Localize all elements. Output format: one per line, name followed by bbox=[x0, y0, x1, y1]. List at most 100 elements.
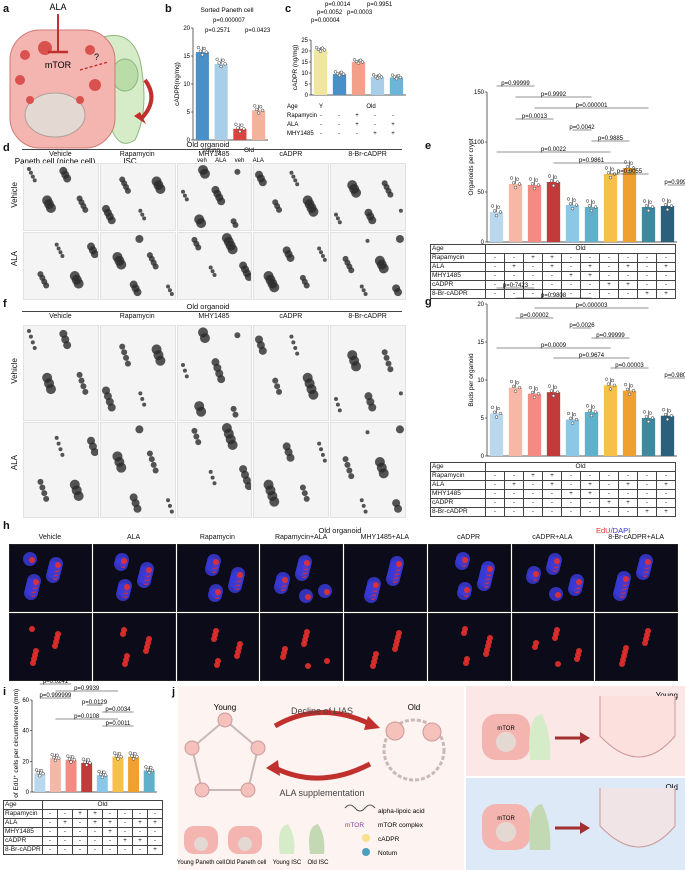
micrograph bbox=[23, 163, 99, 231]
data-point bbox=[593, 205, 598, 209]
organoid-blob bbox=[276, 206, 283, 213]
data-point bbox=[532, 395, 537, 399]
p-value: p=0.00004 bbox=[311, 18, 340, 24]
table-row-header: MHY1485 bbox=[430, 489, 486, 499]
column-title: cADPR bbox=[279, 313, 303, 320]
data-point bbox=[589, 208, 594, 213]
micrograph bbox=[23, 422, 99, 518]
table-row-header: Rapamycin bbox=[430, 471, 486, 481]
column-title: MHY1485 bbox=[198, 313, 230, 320]
organoid-blob bbox=[308, 206, 319, 217]
data-point bbox=[66, 754, 70, 758]
condition-value: - bbox=[374, 113, 376, 119]
y-tick-label: 5 bbox=[305, 82, 309, 88]
p-value: p=0.0241 bbox=[43, 680, 69, 685]
data-point bbox=[498, 210, 503, 214]
condition-value: + bbox=[355, 122, 359, 128]
table-cell: - bbox=[561, 480, 581, 490]
edu-signal bbox=[29, 557, 35, 563]
data-point bbox=[358, 58, 363, 62]
edu-signal bbox=[645, 628, 652, 634]
data-point bbox=[551, 394, 556, 398]
table-cell: - bbox=[485, 507, 505, 517]
panel-i-table: Age Old Rapamycin - - + + - - - - ALA - + - + + - + + MHY148… bbox=[3, 800, 163, 855]
p-value: p=0.9861 bbox=[579, 158, 605, 164]
panel-a-schematic: ALA mTOR ? Paneth cell (niche cell) ISC bbox=[9, 2, 154, 166]
data-point bbox=[55, 753, 59, 757]
data-point bbox=[509, 379, 514, 384]
organoid-blob bbox=[135, 234, 144, 243]
panel-e-label: e bbox=[425, 140, 432, 152]
data-point bbox=[669, 204, 674, 208]
data-point bbox=[97, 769, 101, 774]
table-cell: + bbox=[132, 818, 148, 828]
data-point bbox=[661, 407, 666, 412]
panel-e-table: Age Old Rapamycin - - + + - - - - - - ALA - + - + - + - + - + MH… bbox=[430, 244, 676, 299]
panel-i-chart: 0 20 40 60# of EdU⁺ cells per circumference… bbox=[13, 680, 157, 800]
condition-value: - bbox=[374, 122, 376, 128]
organoid-blob bbox=[216, 375, 225, 384]
condition-name: ALA bbox=[287, 122, 298, 128]
table-cell: - bbox=[599, 471, 619, 481]
condition-table: Age Old Rapamycin - - + + - - - - ALA - + - + + - + + MHY148… bbox=[3, 800, 163, 855]
panel-g-table: Age Old Rapamycin - - + + - - - - - - ALA - + - + - + - + - + MH… bbox=[430, 462, 676, 517]
y-tick-label: 60 bbox=[22, 698, 29, 704]
table-cell: - bbox=[485, 262, 505, 272]
data-point bbox=[549, 179, 554, 183]
data-point bbox=[534, 387, 539, 391]
data-point bbox=[119, 755, 123, 759]
y-tick-label: 15 bbox=[301, 60, 308, 66]
data-point bbox=[377, 73, 382, 77]
data-point bbox=[215, 57, 219, 62]
table-cell: + bbox=[599, 498, 619, 508]
panel-b-label: b bbox=[165, 3, 172, 15]
data-point bbox=[631, 166, 636, 170]
edu-signal bbox=[305, 663, 312, 669]
bar-7 bbox=[603, 385, 618, 456]
organoid-blob bbox=[199, 333, 210, 344]
column-title: Rapamycin bbox=[119, 151, 155, 158]
data-point bbox=[103, 773, 108, 777]
organoid-blob bbox=[194, 439, 201, 446]
organoid-blob bbox=[41, 490, 48, 497]
column-title: Vehicle bbox=[49, 151, 72, 158]
edu-signal bbox=[532, 640, 539, 646]
panel-f-label: f bbox=[3, 298, 7, 310]
isc-nucleus bbox=[111, 58, 139, 92]
column-title: MHY1485+ALA bbox=[360, 534, 410, 541]
organoid-blob bbox=[119, 343, 126, 350]
table-cell: - bbox=[102, 836, 118, 846]
organoid-blob bbox=[45, 202, 56, 213]
data-point bbox=[642, 199, 647, 203]
table-cell: - bbox=[637, 262, 657, 272]
data-point bbox=[102, 770, 106, 774]
data-point bbox=[572, 413, 577, 417]
organoid-blob bbox=[120, 349, 127, 356]
data-point bbox=[337, 73, 342, 78]
table-cell: + bbox=[132, 836, 148, 846]
table-cell: - bbox=[656, 253, 676, 263]
condition-value: - bbox=[338, 113, 340, 119]
data-point bbox=[53, 758, 58, 763]
data-point bbox=[236, 126, 240, 130]
panel-d-label: d bbox=[3, 142, 10, 154]
organoid-blob bbox=[191, 427, 198, 434]
panel-h-label: h bbox=[3, 520, 10, 532]
table-cell: - bbox=[147, 827, 163, 837]
edu-signal bbox=[33, 579, 39, 585]
data-point bbox=[570, 206, 575, 211]
p-value: p=0.99999 bbox=[501, 81, 530, 87]
edu-image bbox=[511, 613, 595, 681]
data-point bbox=[650, 205, 655, 209]
data-point bbox=[322, 48, 327, 52]
right-old-title: Old bbox=[666, 783, 678, 792]
table-row-header: Rapamycin bbox=[430, 253, 486, 263]
table-cell: - bbox=[132, 845, 148, 855]
table-cell: + bbox=[542, 262, 562, 272]
data-point bbox=[314, 46, 319, 50]
edu-signal bbox=[463, 656, 470, 662]
edu-signal bbox=[236, 641, 243, 647]
edu-image bbox=[176, 613, 260, 681]
data-point bbox=[490, 204, 495, 208]
data-point bbox=[219, 64, 223, 69]
